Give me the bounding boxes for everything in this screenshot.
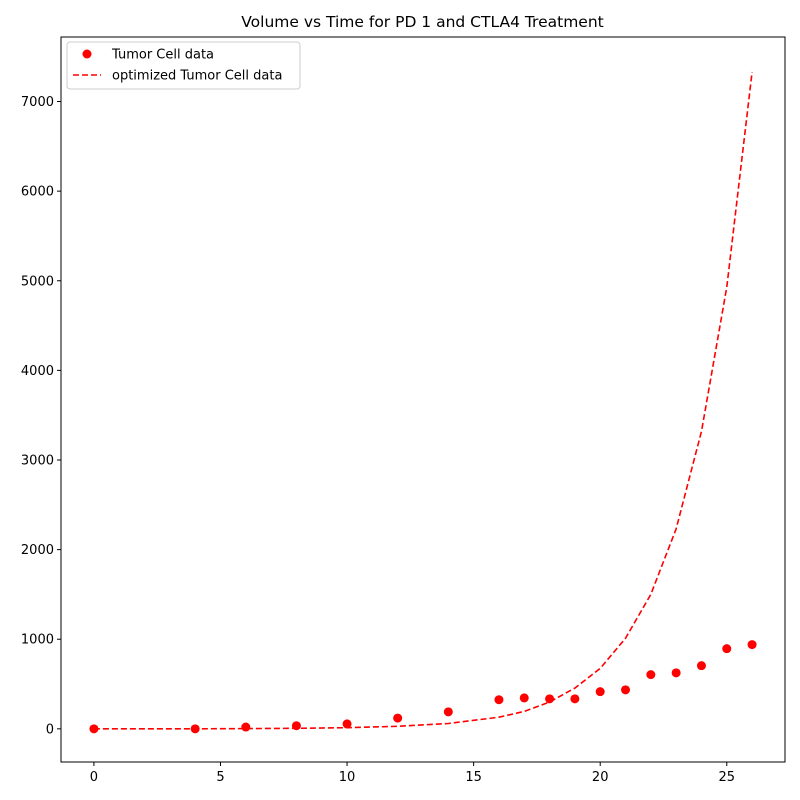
x-tick-label: 15 [465,770,482,785]
data-point [671,668,681,678]
x-tick-label: 20 [592,770,609,785]
legend: Tumor Cell data optimized Tumor Cell data [66,41,301,90]
y-axis: 0 1000 2000 3000 4000 5000 6000 7000 [21,95,61,737]
y-tick-label: 1000 [21,633,54,648]
data-point [621,685,631,695]
series-layer [89,71,757,734]
legend-label: optimized Tumor Cell data [112,69,282,84]
data-point [570,694,580,704]
x-axis: 0 5 10 15 20 25 [90,762,735,785]
data-point [393,713,403,723]
data-point [342,719,352,729]
legend-box [66,41,301,90]
data-point [646,670,656,680]
data-point [595,687,605,697]
axes-frame [60,36,786,763]
data-point [545,694,555,704]
x-tick-label: 0 [90,770,98,785]
chart-title: Volume vs Time for PD 1 and CTLA4 Treatm… [241,13,603,31]
x-tick-label: 10 [339,770,356,785]
y-tick-label: 2000 [21,543,54,558]
y-tick-label: 4000 [21,364,54,379]
y-tick-label: 5000 [21,274,54,289]
data-point [443,707,453,717]
x-tick-label: 5 [216,770,224,785]
series-line-optimized [93,71,753,730]
y-tick-label: 7000 [21,95,54,110]
data-point [722,644,732,654]
data-point [494,695,504,705]
y-tick-label: 0 [46,722,54,737]
y-tick-label: 6000 [21,185,54,200]
x-tick-label: 25 [719,770,736,785]
y-tick-label: 3000 [21,453,54,468]
legend-label: Tumor Cell data [111,48,214,63]
data-point [519,693,529,703]
data-point [747,640,757,650]
data-point [241,722,251,732]
legend-marker-swatch [82,49,92,59]
data-point [696,661,706,671]
